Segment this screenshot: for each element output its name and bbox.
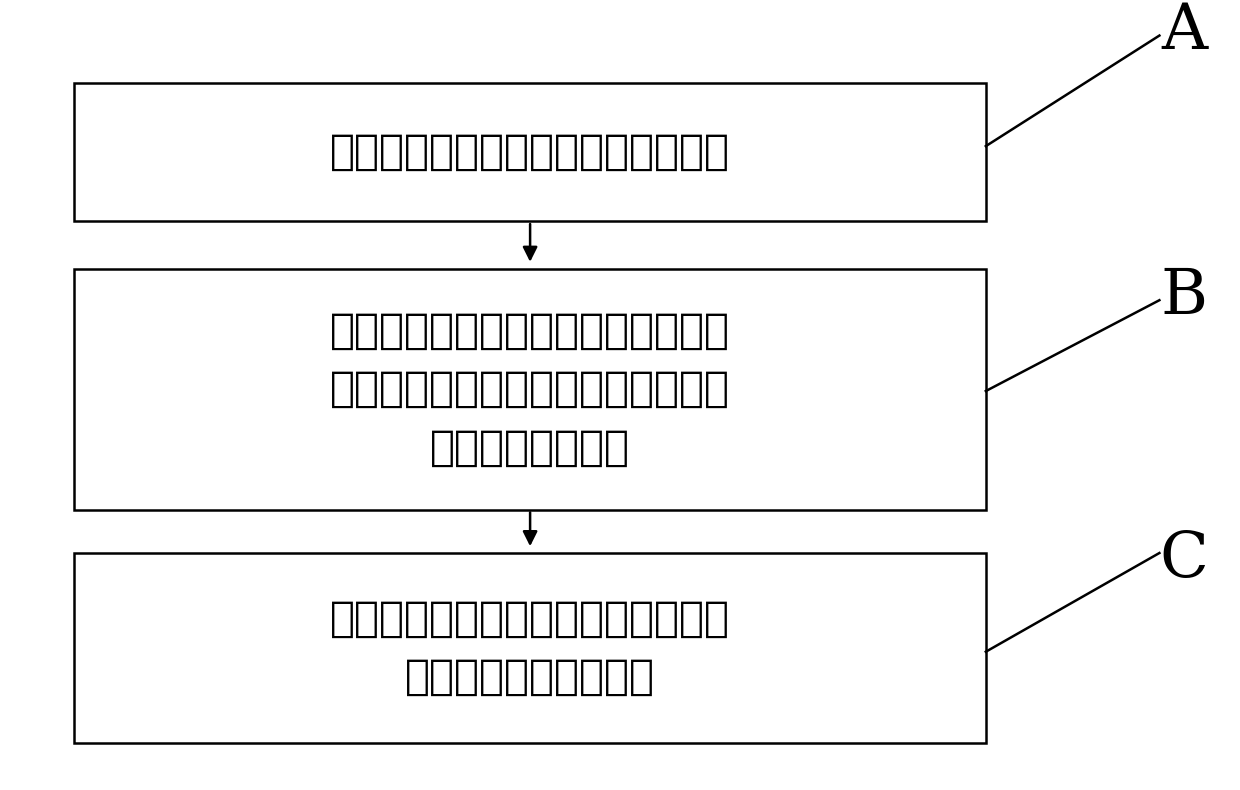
Text: C: C (1159, 530, 1209, 592)
Bar (74, 269, 986, 510)
Bar (74, 553, 986, 743)
Text: A: A (1161, 1, 1208, 62)
Text: B: B (1161, 265, 1208, 327)
Text: 根据传统的功率基准值以及新得到的
功率基准值的上界值设定用户设备的
增强型功率基准值: 根据传统的功率基准值以及新得到的 功率基准值的上界值设定用户设备的 增强型功率基… (330, 310, 730, 468)
Bar (74, 83, 986, 221)
Text: 设定用户设备的功率基准值的上界值: 设定用户设备的功率基准值的上界值 (330, 131, 730, 173)
Text: 采用增强型功率基准值控制微小区服
务用户设备的发射功率: 采用增强型功率基准值控制微小区服 务用户设备的发射功率 (330, 597, 730, 698)
